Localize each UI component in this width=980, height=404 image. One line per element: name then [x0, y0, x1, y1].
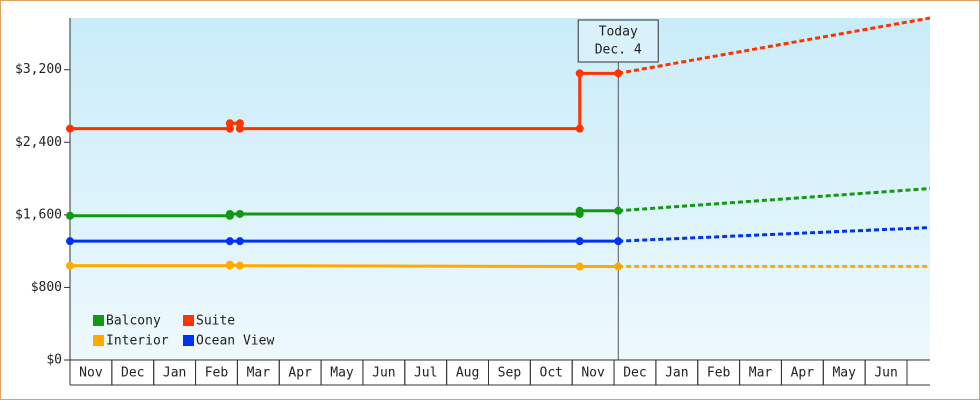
point [575, 262, 584, 271]
point [66, 237, 74, 246]
y-tick-label: $3,200 [15, 62, 62, 77]
point [235, 261, 244, 270]
point [66, 261, 74, 270]
today-label: Today [599, 25, 638, 40]
point [235, 237, 244, 246]
x-tick-label: Nov [581, 366, 605, 381]
legend-label: Balcony [106, 314, 161, 329]
point [575, 69, 584, 78]
point [235, 209, 244, 218]
legend-swatch [183, 315, 194, 326]
x-tick-label: Dec [121, 366, 144, 381]
point [614, 237, 623, 246]
x-tick-label: May [330, 366, 354, 381]
point [575, 237, 584, 246]
legend-label: Interior [106, 334, 169, 349]
y-tick-label: $0 [46, 353, 62, 368]
today-box [577, 19, 659, 63]
legend-swatch [183, 335, 194, 346]
point [614, 206, 623, 215]
forecast-line [618, 226, 931, 243]
x-tick-label: Mar [749, 366, 773, 381]
legend-swatch [93, 335, 104, 346]
x-tick-label: Jan [665, 366, 688, 381]
x-tick-label: Mar [247, 366, 271, 381]
y-tick-label: $1,600 [15, 207, 62, 222]
x-tick-label: Feb [205, 366, 229, 381]
x-tick-label: Apr [288, 366, 312, 381]
point [614, 262, 623, 271]
point [225, 260, 234, 269]
point [225, 209, 234, 218]
x-tick-label: Dec [623, 366, 646, 381]
today-label: Dec. 4 [595, 43, 642, 58]
x-tick-label: Apr [791, 366, 815, 381]
x-tick-label: Feb [707, 366, 731, 381]
series-line [70, 263, 619, 269]
legend-label: Suite [196, 314, 235, 329]
x-tick-label: Sep [498, 366, 522, 381]
point [225, 119, 234, 128]
x-tick-label: Aug [456, 366, 479, 381]
x-tick-label: Jul [414, 366, 437, 381]
x-tick-label: Jun [874, 366, 897, 381]
point [614, 69, 623, 78]
point [66, 211, 74, 220]
x-tick-label: Oct [540, 366, 563, 381]
legend-label: Ocean View [196, 334, 274, 349]
x-tick-label: May [832, 366, 856, 381]
plot-area [70, 18, 930, 360]
y-tick-label: $800 [31, 280, 62, 295]
legend-swatch [93, 315, 104, 326]
point [575, 124, 584, 133]
forecast-line [618, 187, 931, 213]
point [225, 237, 234, 246]
x-tick-label: Jan [163, 366, 186, 381]
point [575, 206, 584, 215]
x-tick-label: Jun [372, 366, 395, 381]
y-tick-label: $2,400 [15, 135, 62, 150]
forecast-line [617, 16, 931, 75]
point [66, 124, 74, 133]
x-tick-label: Nov [79, 366, 103, 381]
point [235, 124, 244, 133]
